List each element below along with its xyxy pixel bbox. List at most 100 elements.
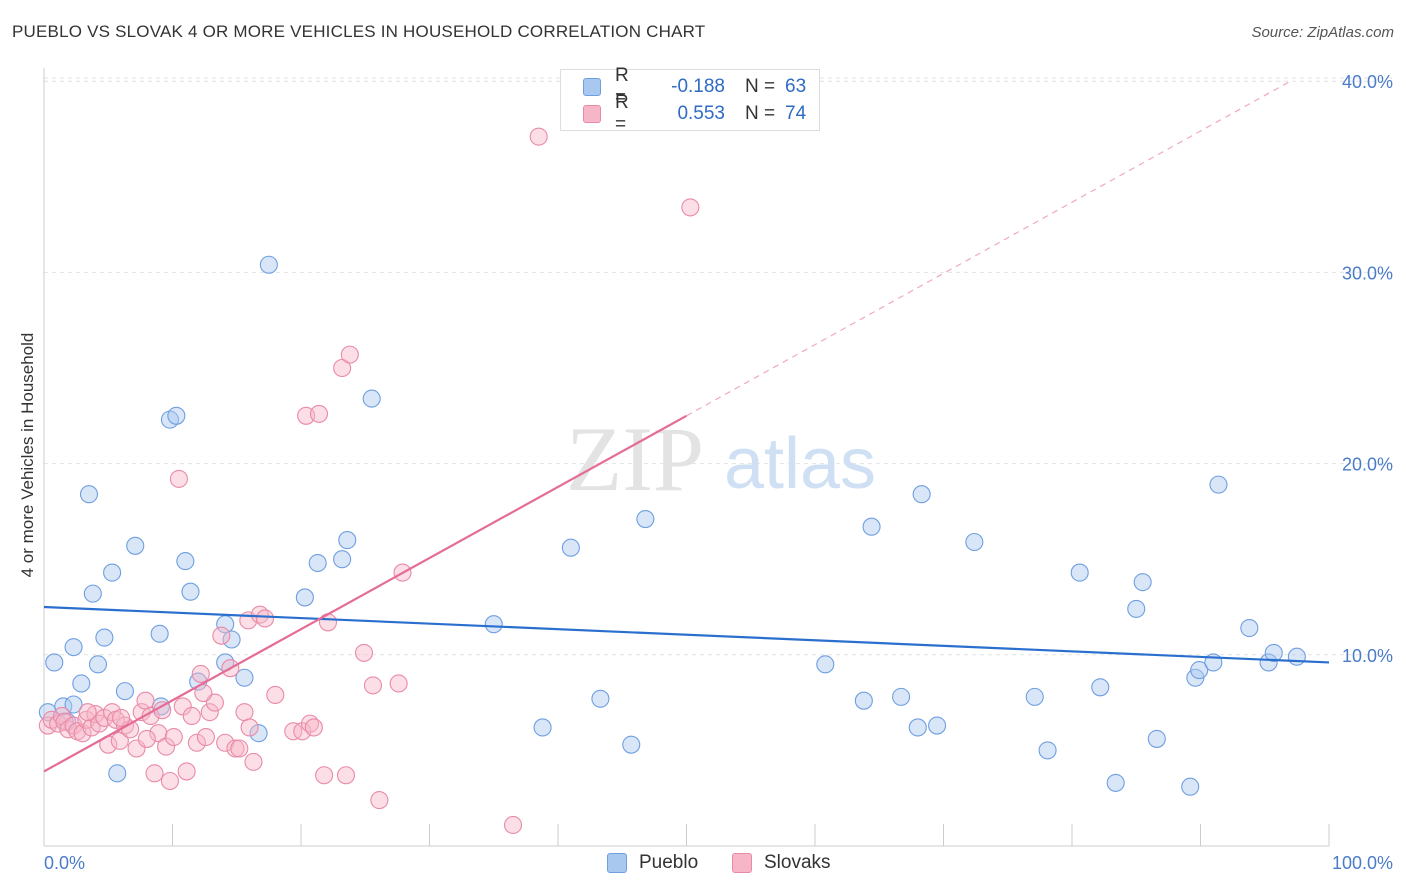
slovaks-point [194, 683, 213, 703]
correlation-legend: R = -0.188 N = 63 R = 0.553 N = 74 [560, 65, 820, 135]
slovaks-point [137, 729, 156, 748]
slovaks-trend-line [43, 414, 688, 773]
slovaks-point [136, 691, 155, 710]
slovaks-point [157, 737, 176, 756]
slovaks-point [529, 127, 548, 146]
slovaks-legend-swatch [732, 853, 752, 873]
slovaks-point [191, 664, 210, 683]
pueblo-point [1091, 678, 1110, 697]
pueblo-point [854, 691, 873, 710]
pueblo-point [1287, 647, 1306, 666]
slovaks-point [160, 771, 179, 791]
pueblo-point [64, 638, 83, 657]
legend-row-slovaks: R = 0.553 N = 74 [583, 92, 807, 135]
slovaks-point [169, 469, 188, 488]
watermark-atlas: atlas [724, 424, 876, 504]
pueblo-point [928, 716, 947, 735]
pueblo-point [167, 406, 186, 425]
n-label: N = [745, 76, 776, 97]
pueblo-point [126, 536, 145, 555]
r-label: R = [615, 92, 629, 135]
slovaks-point [112, 708, 131, 727]
pueblo-point [636, 509, 655, 529]
slovaks-point [370, 791, 389, 810]
slovaks-point [315, 766, 334, 785]
slovaks-point [503, 815, 523, 835]
slovaks-point [354, 643, 374, 662]
watermark: ZIP atlas [566, 408, 876, 510]
r-value-slovaks: 0.553 [677, 103, 725, 124]
pueblo-point [1106, 773, 1125, 792]
pueblo-legend-swatch [607, 853, 627, 873]
pueblo-point [1264, 643, 1283, 662]
pueblo-point [1147, 729, 1166, 748]
y-tick-label: 20.0% [1342, 455, 1393, 475]
pueblo-point [1070, 563, 1089, 582]
y-tick-label: 40.0% [1342, 72, 1393, 92]
tick-labels: 10.0% 20.0% 30.0% 40.0% 0.0% 100.0% [44, 72, 1393, 873]
pueblo-point [308, 553, 327, 573]
slovaks-point [235, 703, 254, 722]
slovaks-point [196, 727, 215, 747]
pueblo-point [362, 389, 381, 408]
slovaks-point [149, 724, 168, 743]
r-label: R = [615, 65, 629, 108]
slovaks-point [240, 718, 259, 737]
x-tick-label: 100.0% [1332, 853, 1393, 873]
pueblo-point [235, 668, 254, 687]
pueblo-point [222, 630, 241, 649]
slovaks-point [363, 676, 383, 695]
slovaks-point [182, 706, 201, 726]
slovaks-points [38, 127, 700, 835]
slovaks-point [336, 766, 356, 785]
slovaks-point [304, 718, 323, 737]
slovaks-point [255, 609, 275, 628]
pueblo-point [1127, 599, 1146, 618]
pueblo-point [115, 682, 135, 701]
pueblo-point [108, 764, 127, 783]
slovaks-point [266, 685, 285, 705]
pueblo-point [912, 485, 931, 504]
r-value-pueblo: -0.188 [671, 76, 725, 97]
legend-row-pueblo: R = -0.188 N = 63 [583, 65, 807, 108]
slovaks-point [90, 714, 109, 733]
pueblo-point [561, 538, 580, 557]
legend-item-slovaks[interactable]: Slovaks [732, 852, 831, 874]
watermark-zip: ZIP [566, 408, 704, 510]
pueblo-point [965, 532, 984, 552]
pueblo-point [181, 582, 200, 601]
legend-label-slovaks: Slovaks [764, 852, 831, 873]
slovaks-swatch [583, 105, 601, 123]
legend-label-pueblo: Pueblo [639, 852, 699, 873]
pueblo-point [816, 655, 835, 674]
slovaks-point [73, 724, 92, 743]
slovaks-point [145, 764, 164, 783]
pueblo-point [88, 655, 108, 674]
source-credit: Source: ZipAtlas.com [1251, 24, 1394, 41]
slovaks-point [309, 404, 329, 423]
pueblo-trend-line [43, 605, 1330, 664]
pueblo-point [103, 563, 122, 582]
pueblo-point [1038, 741, 1057, 760]
pueblo-points [38, 255, 1306, 796]
axes [43, 68, 1330, 847]
pueblo-point [64, 695, 83, 714]
pueblo-point [908, 718, 927, 737]
pueblo-point [1240, 618, 1259, 638]
slovaks-point [230, 739, 249, 758]
pueblo-point [1259, 653, 1278, 672]
pueblo-point [591, 689, 610, 708]
y-tick-label: 30.0% [1342, 263, 1393, 283]
pueblo-point [45, 653, 64, 672]
chart-title: PUEBLO VS SLOVAK 4 OR MORE VEHICLES IN H… [12, 22, 706, 41]
slovaks-point [244, 752, 263, 771]
pueblo-swatch [583, 78, 601, 96]
slovaks-point [212, 626, 231, 645]
n-value-slovaks: 74 [785, 103, 807, 124]
legend-item-pueblo[interactable]: Pueblo [607, 852, 698, 874]
slovaks-point [78, 703, 97, 722]
pueblo-point [79, 485, 99, 504]
n-value-pueblo: 63 [785, 76, 807, 97]
pueblo-point [862, 517, 881, 536]
slovaks-point [187, 733, 206, 752]
